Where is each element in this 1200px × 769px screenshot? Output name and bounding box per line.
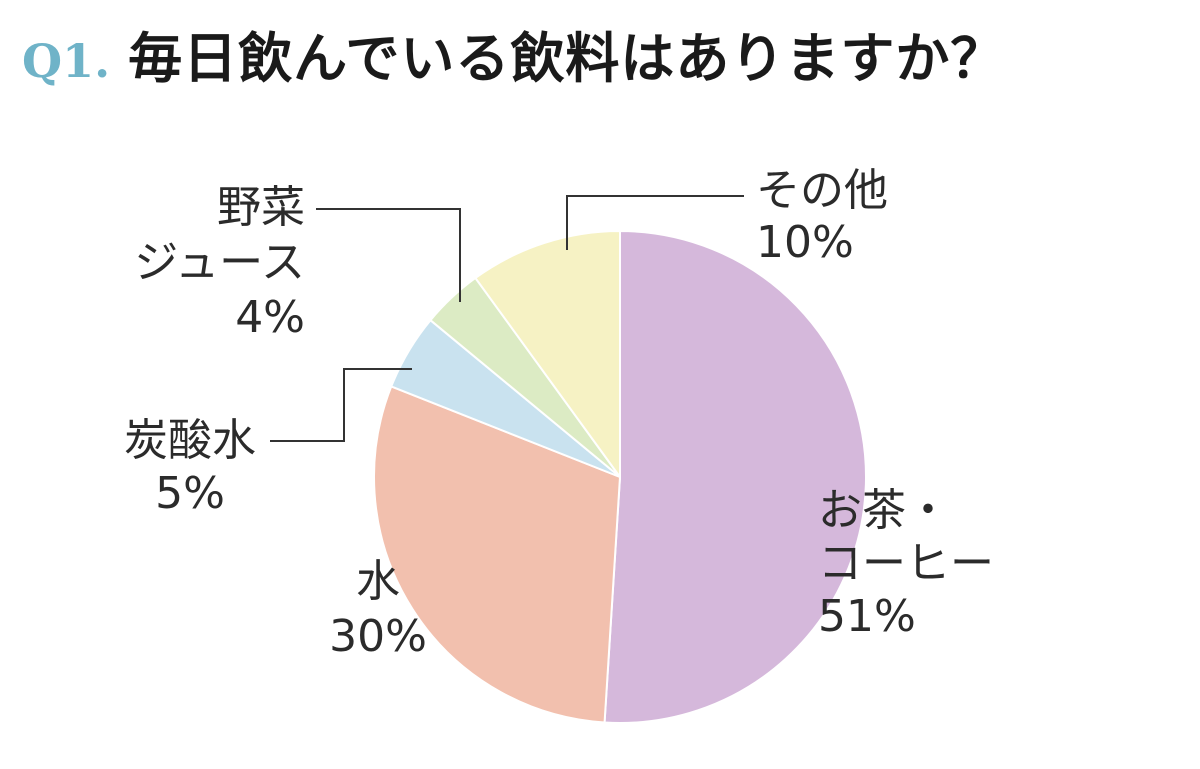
pie-slice-4 (474, 229, 621, 481)
leader-line-3 (316, 208, 461, 302)
slice-label-1-0: 水 (356, 556, 400, 607)
slice-label-3-0: 野菜 (217, 182, 305, 233)
slice-percent-2: 5% (155, 468, 225, 519)
slice-percent-3: 4% (235, 292, 305, 343)
pie-slice-0 (603, 229, 867, 724)
slice-percent-1: 30% (329, 611, 427, 662)
pie-slice-1 (373, 385, 622, 724)
slice-label-0-0: お茶・ (818, 485, 950, 536)
leader-line-2 (270, 368, 412, 442)
slice-label-4-0: その他 (756, 165, 888, 216)
chart-title: Q1. 毎日飲んでいる飲料はありますか？ (22, 14, 1005, 104)
slice-percent-0: 51% (818, 591, 916, 642)
slice-label-0-1: コーヒー (818, 538, 994, 589)
slice-label-2-0: 炭酸水 (124, 415, 256, 466)
slice-percent-4: 10% (756, 217, 854, 268)
slice-label-3-1: ジュース (134, 237, 305, 288)
question-number: Q1. (22, 34, 111, 88)
leader-line-4 (566, 195, 744, 250)
question-text: 毎日飲んでいる飲料はありますか？ (128, 27, 1006, 90)
